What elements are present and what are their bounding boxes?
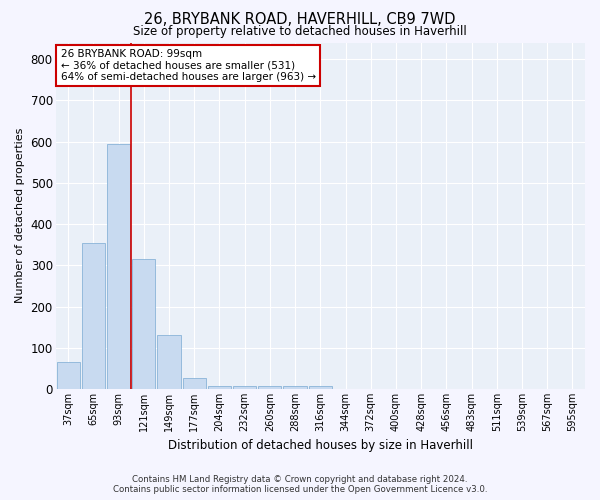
- Bar: [258, 386, 281, 389]
- X-axis label: Distribution of detached houses by size in Haverhill: Distribution of detached houses by size …: [168, 440, 473, 452]
- Bar: [182, 378, 206, 389]
- Bar: [208, 386, 231, 389]
- Text: Contains HM Land Registry data © Crown copyright and database right 2024.
Contai: Contains HM Land Registry data © Crown c…: [113, 474, 487, 494]
- Text: Size of property relative to detached houses in Haverhill: Size of property relative to detached ho…: [133, 25, 467, 38]
- Bar: [283, 386, 307, 389]
- Bar: [308, 386, 332, 389]
- Bar: [233, 386, 256, 389]
- Bar: [82, 242, 105, 389]
- Bar: [132, 259, 155, 389]
- Text: 26 BRYBANK ROAD: 99sqm
← 36% of detached houses are smaller (531)
64% of semi-de: 26 BRYBANK ROAD: 99sqm ← 36% of detached…: [61, 48, 316, 82]
- Y-axis label: Number of detached properties: Number of detached properties: [15, 128, 25, 304]
- Bar: [107, 144, 130, 389]
- Bar: [56, 362, 80, 389]
- Bar: [157, 336, 181, 389]
- Text: 26, BRYBANK ROAD, HAVERHILL, CB9 7WD: 26, BRYBANK ROAD, HAVERHILL, CB9 7WD: [144, 12, 456, 28]
